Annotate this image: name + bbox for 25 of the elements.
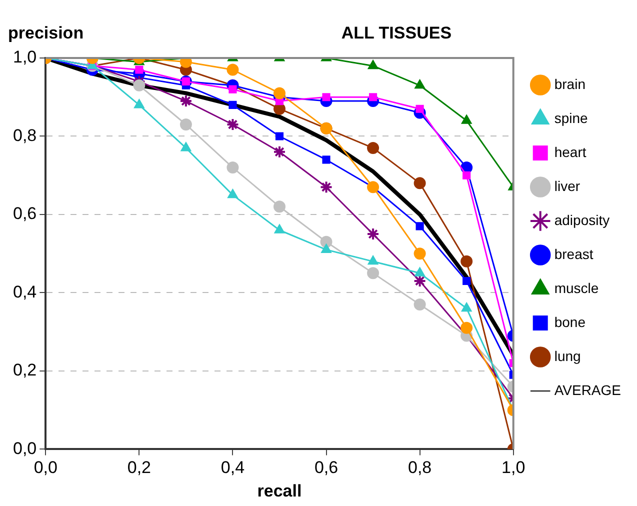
- x-axis-title: recall: [257, 481, 302, 500]
- y-tick-label: 0,6: [12, 204, 37, 224]
- legend-label: AVERAGE: [554, 382, 622, 398]
- legend-label: heart: [554, 144, 586, 160]
- x-tick-label: 0,6: [314, 458, 338, 478]
- y-tick-label: 0,2: [12, 360, 37, 380]
- legend-label: muscle: [554, 280, 599, 296]
- y-tick-label: 1,0: [12, 48, 37, 67]
- chart-title: ALL TISSUES: [341, 24, 452, 43]
- legend-label: breast: [554, 246, 594, 262]
- x-tick-label: 0,8: [408, 458, 432, 478]
- legend-label: bone: [554, 314, 586, 330]
- y-tick-label: 0,4: [12, 282, 37, 302]
- legend-label: brain: [554, 76, 586, 92]
- x-tick-label: 0,4: [220, 458, 245, 478]
- x-tick-label: 0,0: [34, 458, 58, 478]
- x-tick-label: 0,2: [127, 458, 151, 478]
- y-axis-title: precision: [8, 24, 84, 43]
- legend-label: lung: [554, 348, 581, 364]
- legend-label: liver: [554, 178, 580, 194]
- y-tick-label: 0,0: [12, 438, 37, 458]
- legend-label: spine: [554, 110, 588, 126]
- x-tick-label: 1,0: [502, 458, 526, 478]
- legend-label: adiposity: [554, 212, 610, 228]
- y-tick-label: 0,8: [12, 126, 37, 145]
